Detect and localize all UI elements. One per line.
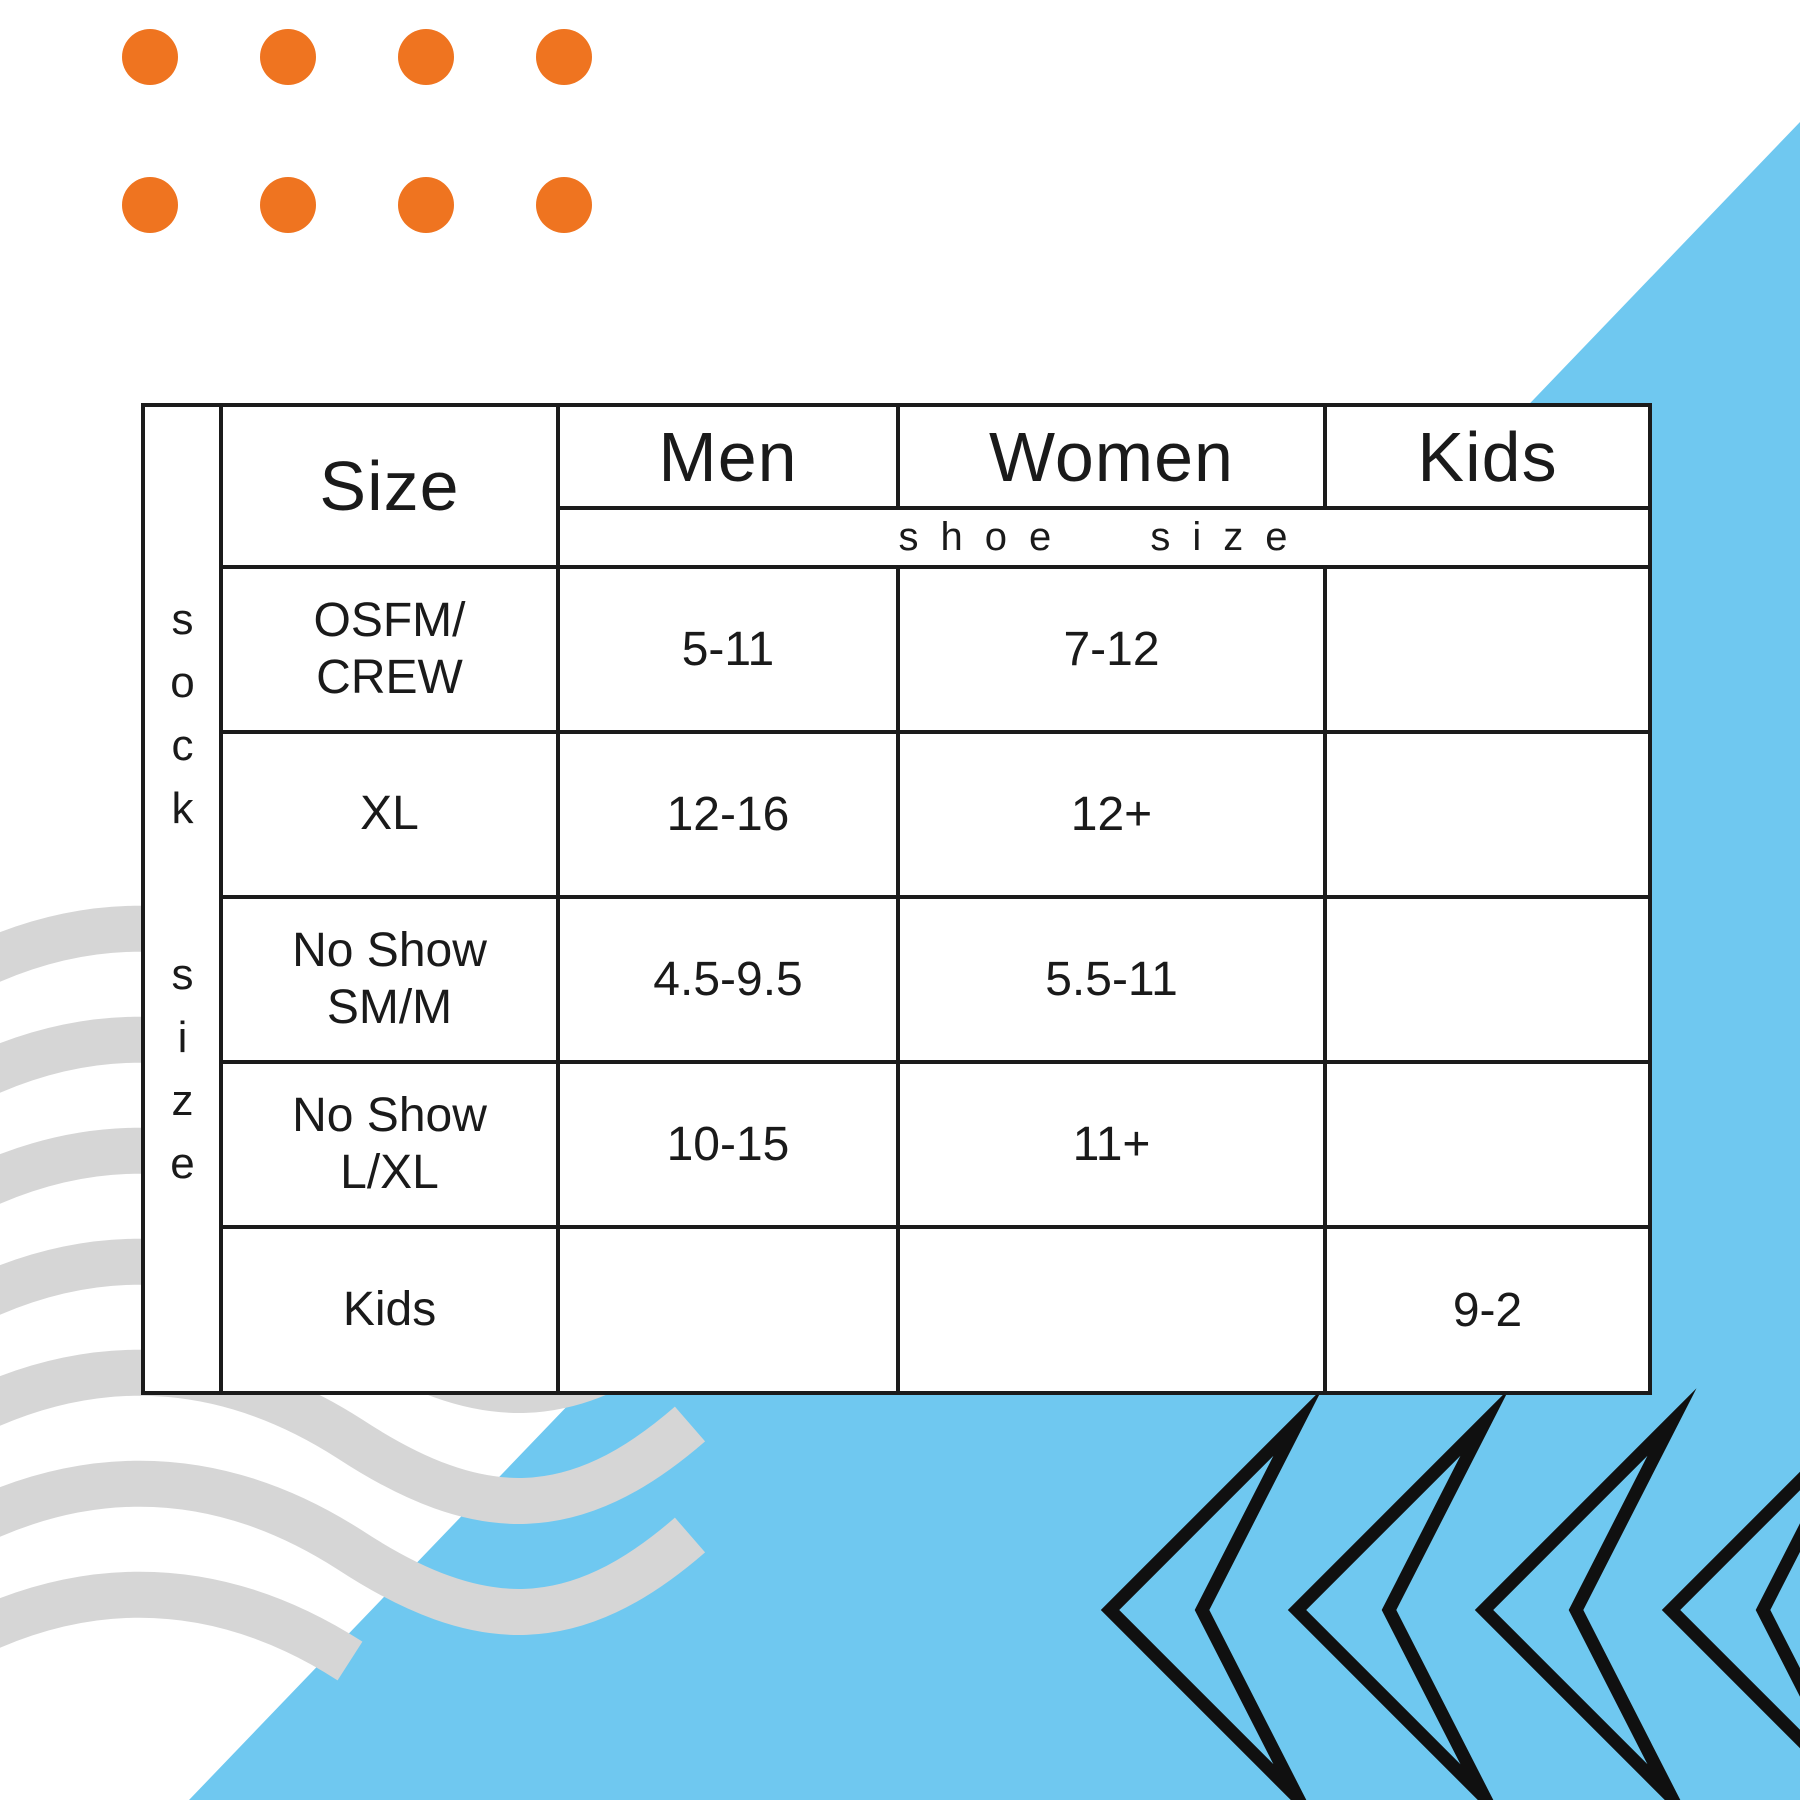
table-row: OSFM/ CREW 5-11 7-12 [143,565,1652,734]
table-row: XL 12-16 12+ [143,730,1652,899]
men-value: 4.5-9.5 [556,895,900,1064]
table-row: No Show SM/M 4.5-9.5 5.5-11 [143,895,1652,1064]
row-axis-label: sock size [141,403,223,1395]
women-value: 7-12 [896,565,1327,734]
chevrons-decor [1100,1388,1800,1800]
column-group-label: shoe size [556,506,1652,569]
column-header-women: Women [896,403,1327,510]
wave-line-icon [0,1571,363,1681]
wave-line-icon [0,1460,706,1635]
kids-value [1323,895,1652,1064]
row-label: OSFM/ CREW [219,565,560,734]
dot-icon [122,177,178,233]
sock-size-chart-table: sock size Size Men Women Kids shoe size … [141,403,1652,1395]
row-label: Kids [219,1225,560,1395]
chevron-left-icon [1661,1471,1800,1749]
men-value: 10-15 [556,1060,900,1229]
women-value: 12+ [896,730,1327,899]
kids-value [1323,565,1652,734]
column-header-men: Men [556,403,900,510]
chevron-left-icon [1100,1388,1323,1800]
kids-value [1323,1060,1652,1229]
table-subheader-row: shoe size [143,506,1652,569]
wave-line-icon [0,1349,706,1524]
dot-icon [398,177,454,233]
dot-icon [260,177,316,233]
men-value [556,1225,900,1395]
column-header-kids: Kids [1323,403,1652,510]
men-value: 12-16 [556,730,900,899]
women-value: 5.5-11 [896,895,1327,1064]
row-label: XL [219,730,560,899]
dot-icon [122,29,178,85]
dot-grid-decor [122,29,592,233]
women-value: 11+ [896,1060,1327,1229]
kids-value [1323,730,1652,899]
table-row: No Show L/XL 10-15 11+ [143,1060,1652,1229]
chevron-left-icon [1287,1388,1510,1800]
column-header-size: Size [219,403,560,569]
row-label: No Show L/XL [219,1060,560,1229]
women-value [896,1225,1327,1395]
dot-icon [536,177,592,233]
men-value: 5-11 [556,565,900,734]
table-header-row: sock size Size Men Women Kids [141,403,1652,1395]
table-row: Kids 9-2 [143,1225,1652,1395]
chevron-left-icon [1474,1388,1697,1800]
dot-icon [536,29,592,85]
row-label: No Show SM/M [219,895,560,1064]
dot-icon [260,29,316,85]
dot-icon [398,29,454,85]
kids-value: 9-2 [1323,1225,1652,1395]
